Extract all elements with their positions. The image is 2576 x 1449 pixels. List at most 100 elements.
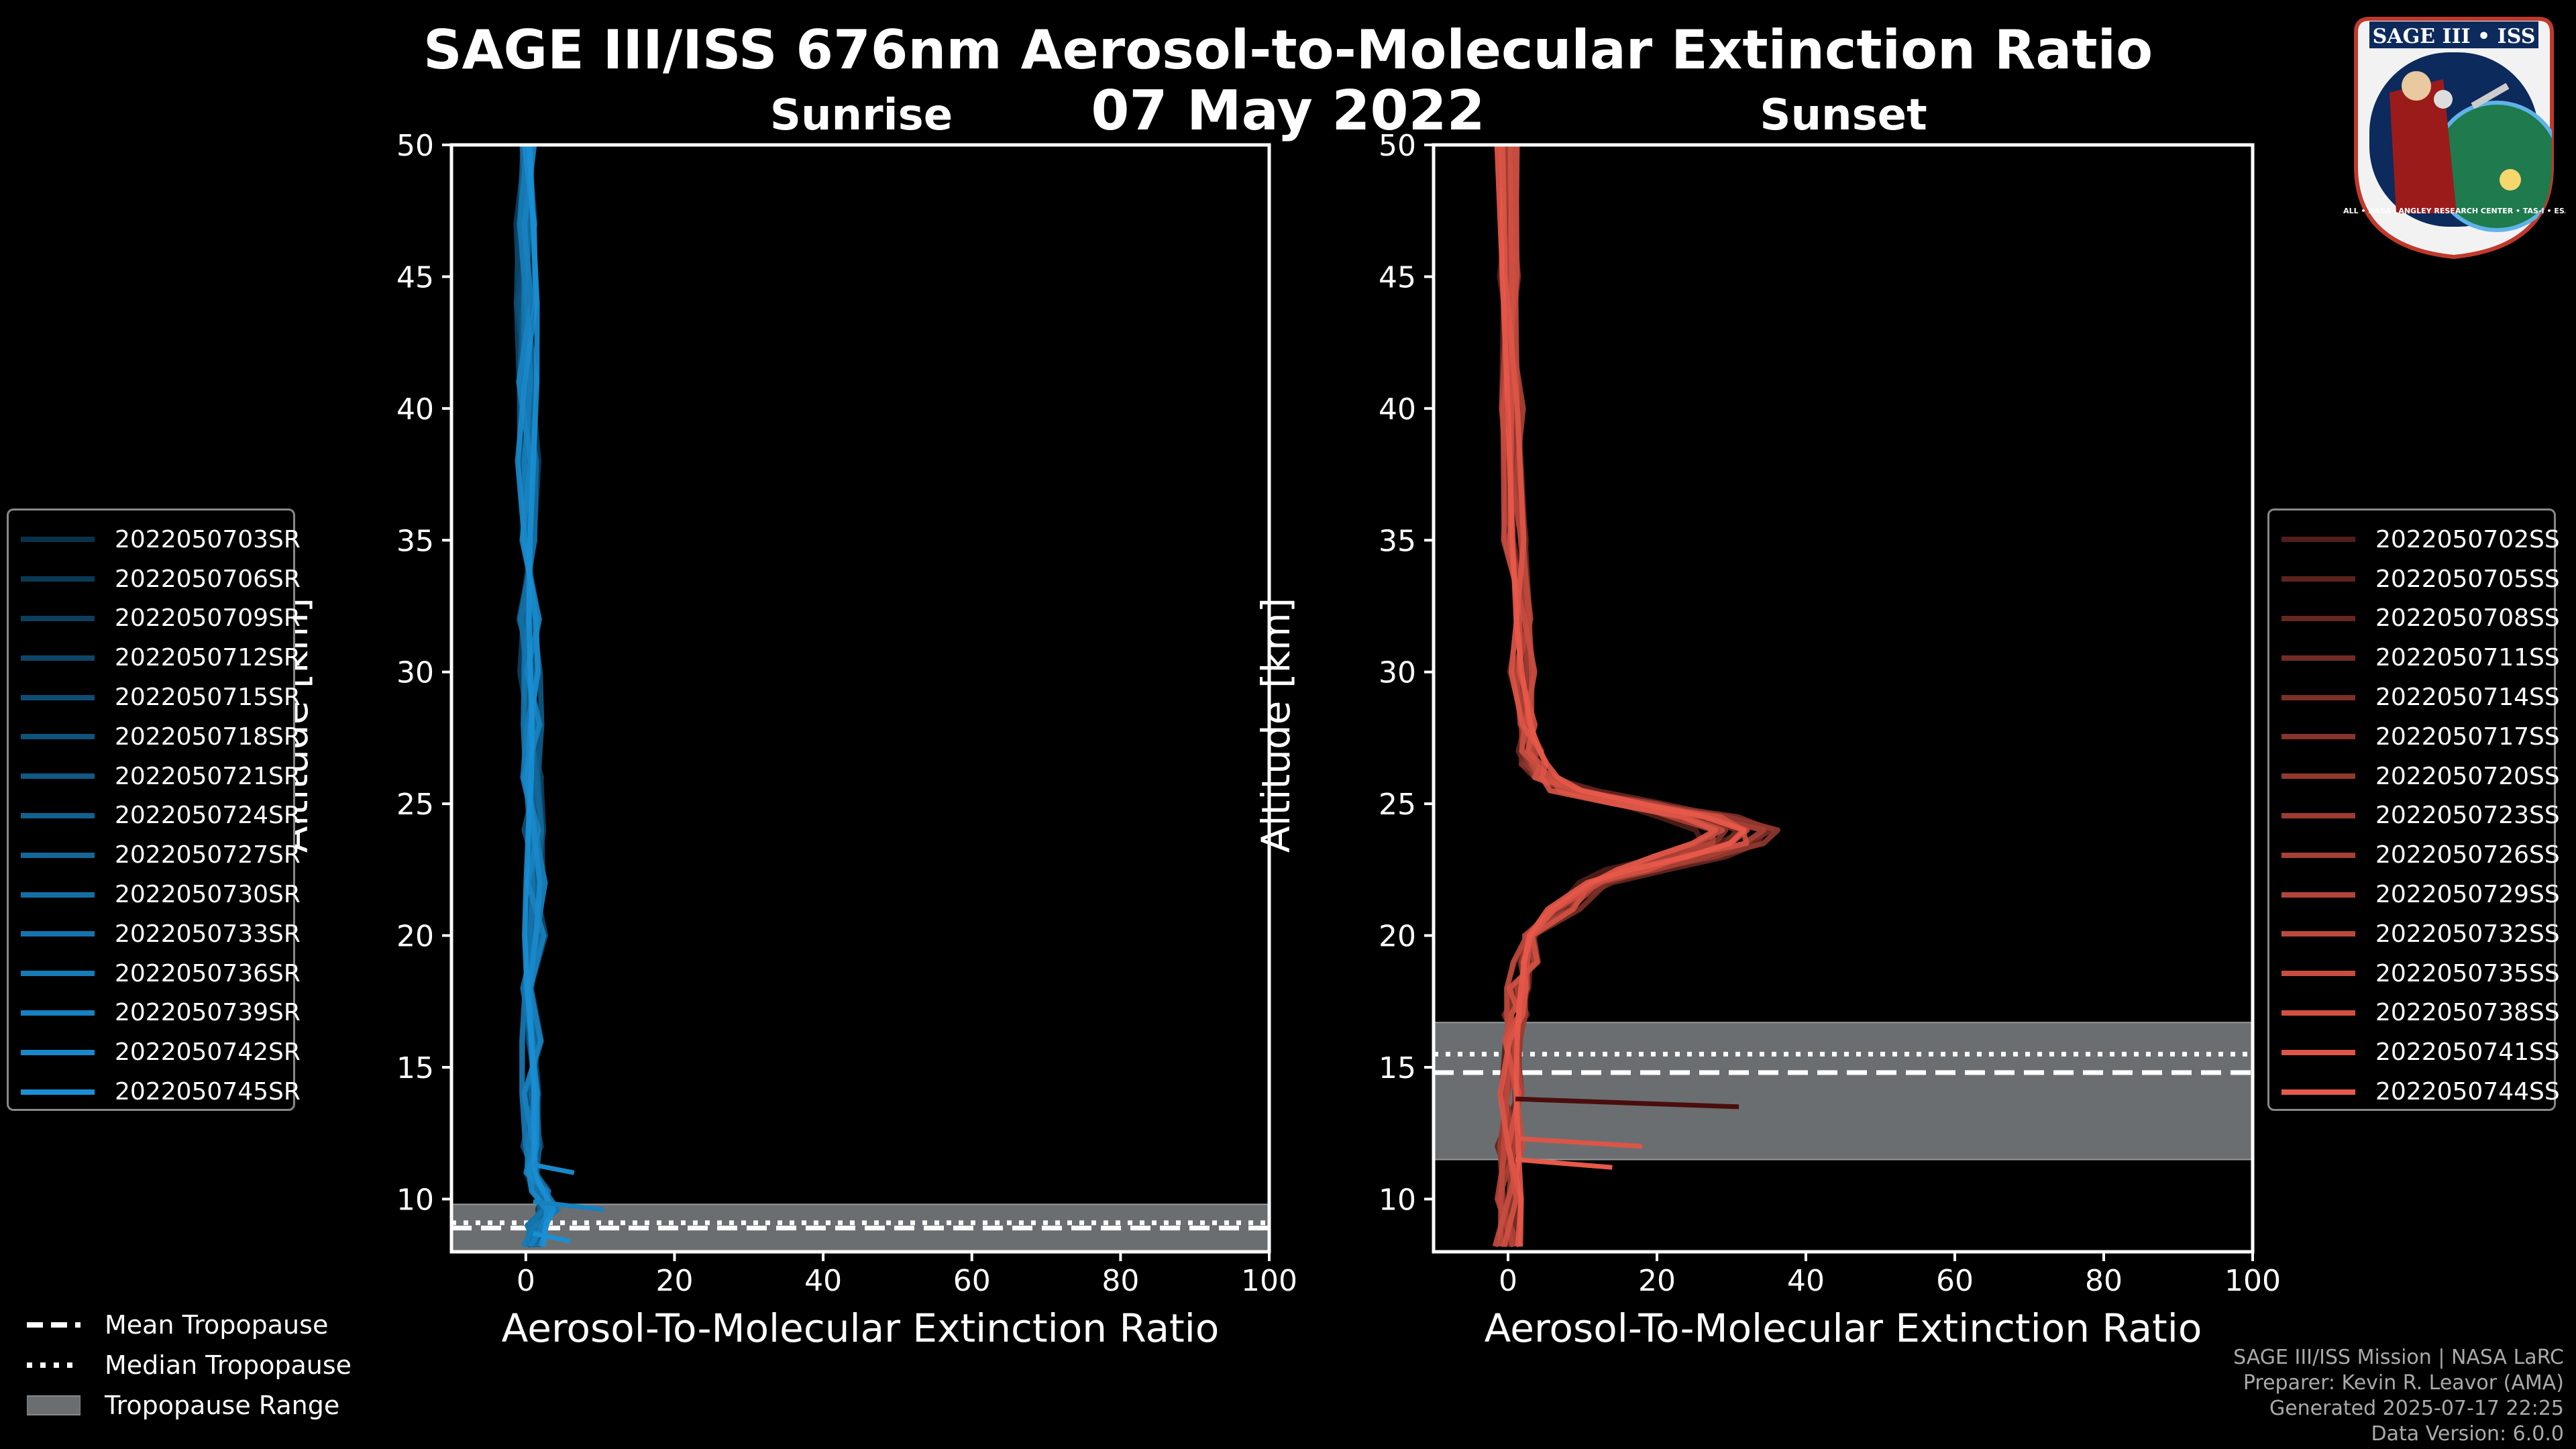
sunset-legend-label: 2022050717SS <box>2375 722 2560 751</box>
sunrise-legend-label: 2022050718SR <box>115 722 301 751</box>
sunrise-spike-0 <box>533 1199 604 1212</box>
sunrise-legend-label: 2022050742SR <box>115 1038 301 1067</box>
footer-line-version: Data Version: 6.0.0 <box>2371 1422 2564 1446</box>
sunset-subtitle: Sunset <box>1760 91 1927 140</box>
sunset-ytick-label-35: 35 <box>1379 524 1416 558</box>
footer-line-mission: SAGE III/ISS Mission | NASA LaRC <box>2233 1346 2564 1369</box>
sunrise-xlabel: Aerosol-To-Molecular Extinction Ratio <box>502 1305 1220 1351</box>
chart-date: 07 May 2022 <box>1091 79 1485 143</box>
sunset-legend-item: 2022050732SS <box>2282 914 2560 954</box>
sunset-legend-label: 2022050705SS <box>2375 565 2560 593</box>
sunset-tropopause-range <box>1433 1022 2253 1161</box>
sunset-legend-swatch <box>2282 812 2355 818</box>
sunset-ytick-label-20: 20 <box>1379 920 1416 954</box>
sunset-legend-swatch <box>2282 576 2355 582</box>
sunrise-legend-item: 2022050733SR <box>21 914 301 954</box>
sunset-axes-frame <box>1432 143 2255 1254</box>
sunrise-legend-item: 2022050715SR <box>21 678 301 717</box>
sunset-ytick-label-25: 25 <box>1379 788 1416 822</box>
sunset-ytick-label-40: 40 <box>1379 392 1416 427</box>
legend-mean-tropopause: Mean Tropopause <box>27 1305 352 1345</box>
footer-line-generated: Generated 2025-07-17 22:25 <box>2269 1397 2564 1420</box>
sunset-legend-item: 2022050705SS <box>2282 559 2560 599</box>
sunrise-ytick-label-15: 15 <box>396 1051 434 1085</box>
sunrise-legend-swatch <box>21 694 95 700</box>
sunrise-legend-swatch <box>21 892 95 898</box>
sunrise-legend-label: 2022050724SR <box>115 802 301 830</box>
sunrise-legend-label: 2022050745SR <box>115 1078 301 1106</box>
sunset-legend-label: 2022050738SS <box>2375 999 2560 1027</box>
sunrise-series-2022050742SR <box>515 144 550 1248</box>
sunset-ytick-label-15: 15 <box>1379 1051 1416 1085</box>
tropopause-legend: Mean Tropopause Median Tropopause Tropop… <box>27 1305 352 1426</box>
sunset-ylabel: Altitude [km] <box>1253 598 1299 853</box>
sunset-series-2022050744SS <box>1494 144 1747 1247</box>
sunset-legend-item: 2022050717SS <box>2282 717 2560 757</box>
sunrise-legend-label: 2022050712SR <box>115 644 301 672</box>
sunrise-legend-swatch <box>21 1049 95 1055</box>
sunset-legend: 2022050702SS 2022050705SS 2022050708SS 2022… <box>2267 508 2560 1111</box>
sunset-legend-label: 2022050723SS <box>2375 802 2560 830</box>
sunset-legend-item: 2022050714SS <box>2282 678 2560 717</box>
sunrise-legend-label: 2022050709SR <box>115 604 301 633</box>
sunset-xtick-label-40: 40 <box>1787 1264 1825 1298</box>
sunset-legend-swatch <box>2282 1049 2355 1055</box>
sunrise-legend-label: 2022050736SR <box>115 959 301 987</box>
legend-mean-label: Mean Tropopause <box>105 1310 329 1340</box>
sage-mission-logo: SAGE III • ISS BALL • NASA LANGLEY RESEA… <box>2343 17 2565 260</box>
sunrise-ytick-label-30: 30 <box>396 656 434 690</box>
sunrise-legend-item: 2022050712SR <box>21 638 301 678</box>
sunset-legend-swatch <box>2282 1010 2355 1016</box>
sunset-legend-swatch <box>2282 971 2355 977</box>
sunrise-legend-item: 2022050706SR <box>21 559 301 599</box>
sunset-ytick-label-45: 45 <box>1379 260 1416 294</box>
sunrise-xtick-label-80: 80 <box>1102 1264 1139 1298</box>
sunrise-legend-swatch <box>21 615 95 621</box>
sunset-legend-item: 2022050720SS <box>2282 757 2560 796</box>
logo-text: SAGE III • ISS <box>2373 25 2536 48</box>
legend-median-label: Median Tropopause <box>105 1350 352 1380</box>
sunrise-legend-label: 2022050730SR <box>115 881 301 909</box>
sunrise-spike-1 <box>533 1162 575 1175</box>
sunrise-legend-label: 2022050739SR <box>115 999 301 1027</box>
sunrise-ytick-label-20: 20 <box>396 920 434 954</box>
sunrise-legend-swatch <box>21 971 95 977</box>
sunset-ytick-label-10: 10 <box>1379 1183 1416 1217</box>
sunset-legend-label: 2022050720SS <box>2375 762 2560 790</box>
sunset-legend-item: 2022050723SS <box>2282 796 2560 836</box>
sunset-legend-swatch <box>2282 773 2355 780</box>
sunrise-legend-item: 2022050730SR <box>21 875 301 914</box>
sunrise-legend-label: 2022050706SR <box>115 565 301 593</box>
sunrise-legend-item: 2022050724SR <box>21 796 301 836</box>
sunrise-ytick-label-45: 45 <box>396 260 434 294</box>
sunrise-legend-swatch <box>21 1010 95 1016</box>
footer-credits: SAGE III/ISS Mission | NASA LaRC Prepare… <box>2233 1345 2564 1447</box>
logo-ring-text: BALL • NASA LANGLEY RESEARCH CENTER • TA… <box>2343 207 2565 215</box>
sunrise-legend-item: 2022050739SR <box>21 994 301 1033</box>
sunrise-legend: 2022050703SR 2022050706SR 2022050709SR 2022… <box>7 508 301 1111</box>
sunrise-legend-item: 2022050727SR <box>21 835 301 875</box>
sunset-legend-item: 2022050711SS <box>2282 638 2560 678</box>
sunrise-xtick-label-60: 60 <box>953 1264 991 1298</box>
sunrise-xtick-label-40: 40 <box>804 1264 842 1298</box>
sunrise-xtick-label-0: 0 <box>517 1264 535 1298</box>
sunrise-legend-swatch <box>21 931 95 937</box>
sunrise-legend-item: 2022050736SR <box>21 954 301 994</box>
sunrise-legend-item: 2022050709SR <box>21 599 301 639</box>
sunset-legend-swatch <box>2282 694 2355 700</box>
sunset-legend-item: 2022050726SS <box>2282 835 2560 875</box>
mean-line-swatch <box>27 1322 80 1328</box>
sunrise-legend-label: 2022050715SR <box>115 684 301 712</box>
sunset-legend-label: 2022050726SS <box>2375 841 2560 869</box>
sunset-legend-label: 2022050711SS <box>2375 644 2560 672</box>
sunset-xtick-label-0: 0 <box>1499 1264 1517 1298</box>
legend-range-label: Tropopause Range <box>105 1391 340 1420</box>
sunrise-spike-2 <box>533 1231 572 1244</box>
sunset-spike-0 <box>1515 1096 1739 1110</box>
sunrise-series-2022050745SR <box>522 144 556 1247</box>
chart-title: SAGE III/ISS 676nm Aerosol-to-Molecular … <box>423 19 2153 81</box>
sunset-xtick-label-100: 100 <box>2224 1264 2281 1298</box>
sunrise-xtick-label-100: 100 <box>1241 1264 1297 1298</box>
sunset-legend-swatch <box>2282 537 2355 543</box>
sunset-xtick-label-60: 60 <box>1936 1264 1974 1298</box>
